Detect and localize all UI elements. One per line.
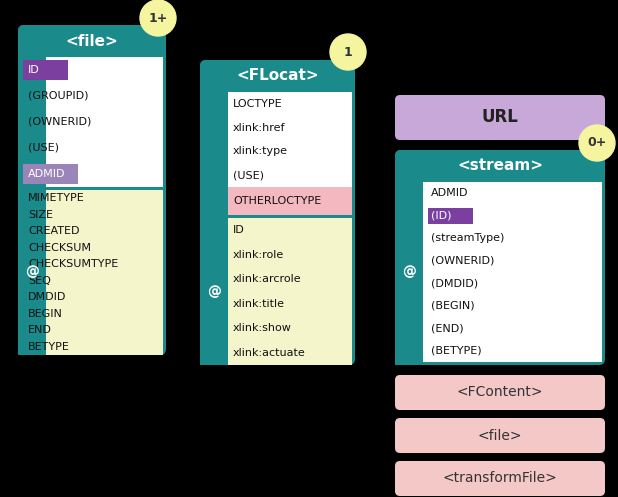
Bar — [428, 208, 473, 224]
Text: xlink:arcrole: xlink:arcrole — [233, 274, 302, 284]
Text: (DMDID): (DMDID) — [431, 278, 478, 288]
Text: LOCTYPE: LOCTYPE — [233, 99, 282, 109]
Bar — [21, 187, 163, 190]
Text: ADMID: ADMID — [28, 169, 66, 179]
FancyBboxPatch shape — [395, 150, 605, 365]
Text: (GROUPID): (GROUPID) — [28, 91, 88, 101]
Text: (BEGIN): (BEGIN) — [431, 301, 475, 311]
Text: (USE): (USE) — [28, 143, 59, 153]
Circle shape — [330, 34, 366, 70]
Text: xlink:type: xlink:type — [233, 147, 288, 157]
Bar — [18, 57, 46, 355]
Text: (OWNERID): (OWNERID) — [28, 117, 91, 127]
Bar — [21, 57, 163, 187]
Bar — [398, 182, 602, 362]
Text: xlink:title: xlink:title — [233, 299, 285, 309]
Text: SIZE: SIZE — [28, 210, 53, 220]
FancyBboxPatch shape — [18, 25, 166, 57]
Text: BEGIN: BEGIN — [28, 309, 63, 319]
Text: 1+: 1+ — [148, 11, 167, 24]
Text: (END): (END) — [431, 323, 464, 333]
Text: <transformFile>: <transformFile> — [442, 472, 557, 486]
Text: ID: ID — [28, 65, 40, 75]
FancyBboxPatch shape — [395, 150, 605, 182]
Text: (USE): (USE) — [233, 170, 264, 180]
Circle shape — [579, 125, 615, 161]
Text: (ID): (ID) — [431, 211, 452, 221]
FancyBboxPatch shape — [395, 375, 605, 410]
Text: @: @ — [207, 284, 221, 299]
Text: @: @ — [25, 265, 39, 279]
Text: <file>: <file> — [66, 33, 119, 49]
Text: CREATED: CREATED — [28, 226, 80, 236]
FancyBboxPatch shape — [395, 95, 605, 140]
Text: OTHERLOCTYPE: OTHERLOCTYPE — [233, 196, 321, 206]
Bar — [23, 164, 78, 184]
Text: xlink:actuate: xlink:actuate — [233, 348, 306, 358]
FancyBboxPatch shape — [395, 461, 605, 496]
Text: CHECKSUM: CHECKSUM — [28, 243, 91, 253]
Text: URL: URL — [481, 108, 519, 127]
Text: BETYPE: BETYPE — [28, 342, 70, 352]
Bar — [203, 215, 352, 218]
FancyBboxPatch shape — [200, 60, 355, 92]
Text: MIMETYPE: MIMETYPE — [28, 193, 85, 203]
Text: <FContent>: <FContent> — [457, 386, 543, 400]
Text: xlink:role: xlink:role — [233, 250, 284, 260]
Text: @: @ — [402, 265, 416, 279]
Bar — [21, 190, 163, 355]
Text: 1: 1 — [344, 46, 352, 59]
Text: 0+: 0+ — [587, 137, 607, 150]
Circle shape — [140, 0, 176, 36]
FancyBboxPatch shape — [395, 418, 605, 453]
Text: DMDID: DMDID — [28, 292, 66, 302]
Text: SEQ: SEQ — [28, 276, 51, 286]
Text: <FLocat>: <FLocat> — [236, 69, 319, 83]
Text: <file>: <file> — [478, 428, 522, 442]
Text: (streamType): (streamType) — [431, 233, 504, 243]
Bar — [203, 92, 352, 187]
Bar — [23, 60, 68, 80]
FancyBboxPatch shape — [200, 60, 355, 365]
Bar — [395, 182, 423, 365]
Text: <stream>: <stream> — [457, 159, 543, 173]
Bar — [203, 187, 352, 215]
Text: END: END — [28, 325, 52, 335]
Text: (BETYPE): (BETYPE) — [431, 346, 481, 356]
Text: xlink:href: xlink:href — [233, 123, 286, 133]
FancyBboxPatch shape — [18, 25, 166, 355]
Text: ADMID: ADMID — [431, 188, 468, 198]
Text: ID: ID — [233, 225, 245, 235]
Bar — [203, 218, 352, 365]
Text: xlink:show: xlink:show — [233, 323, 292, 333]
Text: (OWNERID): (OWNERID) — [431, 256, 494, 266]
Text: CHECKSUMTYPE: CHECKSUMTYPE — [28, 259, 118, 269]
Bar — [200, 92, 228, 365]
